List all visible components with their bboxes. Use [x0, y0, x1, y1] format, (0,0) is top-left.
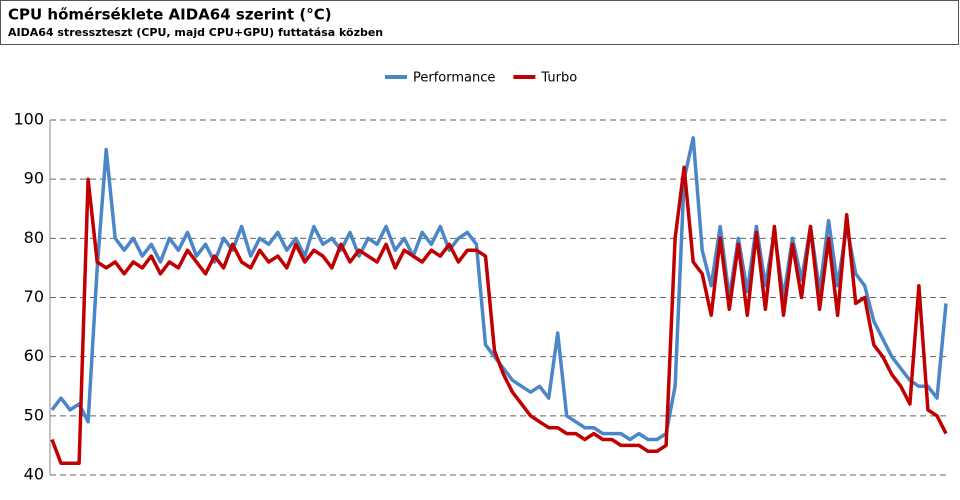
chart-subtitle: AIDA64 stresszteszt (CPU, majd CPU+GPU) … [8, 26, 383, 39]
title-box [0, 0, 959, 45]
legend: Performance Turbo [385, 71, 577, 86]
legend-label: Performance [413, 71, 495, 86]
y-tick-label: 40 [24, 465, 44, 484]
y-tick-label: 100 [13, 110, 44, 129]
legend-label: Turbo [540, 71, 577, 86]
y-tick-label: 70 [24, 287, 44, 306]
y-tick-label: 50 [24, 405, 44, 424]
chart-title: CPU hőmérséklete AIDA64 szerint (°C) [8, 6, 332, 24]
y-tick-label: 60 [24, 346, 44, 365]
line-series [50, 136, 948, 442]
line-series [50, 165, 948, 465]
y-tick-label: 80 [24, 228, 44, 247]
y-tick-label: 90 [24, 169, 44, 188]
